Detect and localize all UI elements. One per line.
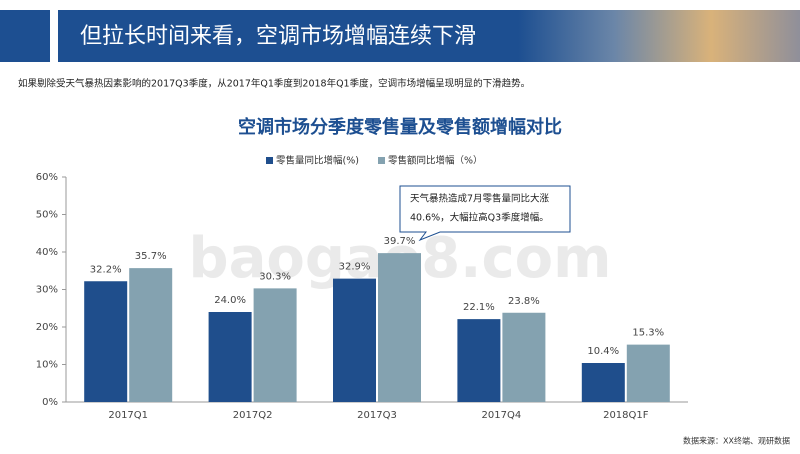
callout-text: 天气暴热造成7月零售量同比大涨 <box>410 193 550 205</box>
x-tick-label: 2017Q2 <box>233 410 273 421</box>
plot: 0% 10% 20% 30% 40% 50% 60% 零售量同比增幅(%) 零售额同比增幅（%）… <box>36 155 688 421</box>
y-tick-label: 20% <box>36 322 58 333</box>
y-tick-label: 40% <box>36 247 58 258</box>
value-label: 35.7% <box>135 251 167 262</box>
legend-label: 零售额同比增幅（%） <box>388 155 483 167</box>
value-label: 24.0% <box>214 295 246 306</box>
y-tick-label: 60% <box>36 172 58 183</box>
bar <box>457 319 501 402</box>
source-note: 数据来源：XX终端、观研数据 <box>683 436 790 446</box>
bar <box>84 281 128 402</box>
bar <box>581 363 625 402</box>
x-tick-label: 2017Q3 <box>357 410 397 421</box>
y-tick-label: 50% <box>36 210 58 221</box>
y-tick-label: 10% <box>36 360 58 371</box>
y-tick-label: 30% <box>36 285 58 296</box>
value-label: 32.9% <box>339 262 371 273</box>
slide-title: 但拉长时间来看，空调市场增幅连续下滑 <box>80 24 476 49</box>
bar <box>502 312 546 402</box>
bar <box>253 288 297 402</box>
legend-swatch <box>378 157 385 164</box>
value-label: 22.1% <box>463 302 495 313</box>
value-label: 30.3% <box>259 271 291 282</box>
header-band <box>58 10 800 62</box>
value-label: 23.8% <box>508 296 540 307</box>
y-tick-label: 0% <box>42 397 58 408</box>
callout-text: 40.6%，大幅拉高Q3季度增幅。 <box>410 212 549 224</box>
bar <box>626 344 670 402</box>
value-label: 32.2% <box>90 264 122 275</box>
value-label: 10.4% <box>587 346 619 357</box>
bar <box>129 268 173 402</box>
bar <box>333 278 376 402</box>
callout-box <box>399 185 571 242</box>
chart-title: 空调市场分季度零售量及零售额增幅对比 <box>238 116 562 138</box>
value-label: 15.3% <box>632 328 664 339</box>
header-square <box>0 10 50 62</box>
x-tick-label: 2017Q4 <box>482 410 522 421</box>
bar <box>378 253 421 402</box>
value-label: 39.7% <box>384 236 416 247</box>
intro-text: 如果剔除受天气暴热因素影响的2017Q3季度，从2017年Q1季度到2018年Q… <box>18 78 530 90</box>
legend-label: 零售量同比增幅(%) <box>276 155 359 167</box>
bar <box>208 312 252 402</box>
x-tick-label: 2017Q1 <box>108 410 148 421</box>
legend-swatch <box>266 157 273 164</box>
x-tick-label: 2018Q1F <box>603 410 649 421</box>
